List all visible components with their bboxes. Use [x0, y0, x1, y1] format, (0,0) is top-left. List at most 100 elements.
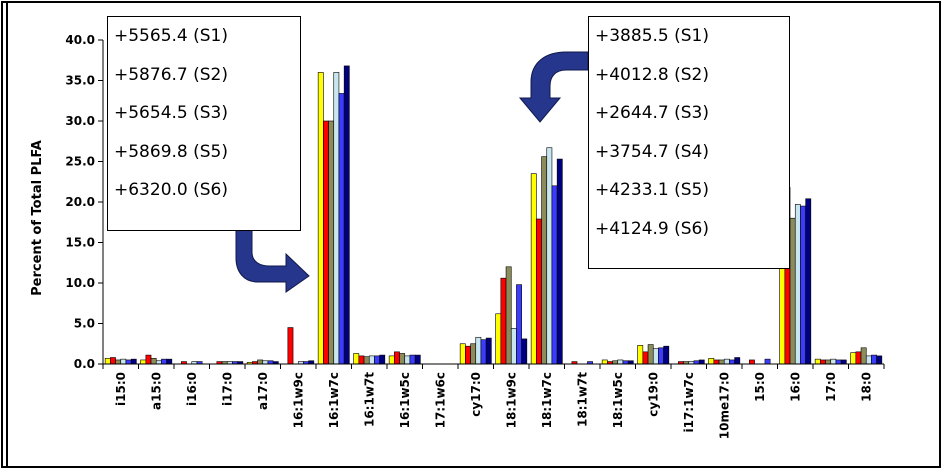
- x-tick-label: cy19:0: [646, 372, 660, 417]
- bar: [820, 359, 826, 365]
- bar: [459, 343, 466, 365]
- bar: [120, 358, 127, 365]
- x-tick-label: a15:0: [149, 372, 163, 410]
- y-tick-label: 40.0: [65, 33, 95, 47]
- y-tick-label: 15.0: [65, 236, 95, 250]
- x-tick-label: 18:1w5c: [611, 372, 625, 428]
- bar: [647, 344, 654, 365]
- bar: [495, 313, 502, 365]
- x-tick-label: i17:1w7c: [682, 372, 696, 433]
- bar: [388, 355, 395, 365]
- bar: [871, 354, 877, 365]
- bar: [734, 357, 741, 365]
- bar: [500, 277, 507, 365]
- y-axis-label: Percent of Total PLFA: [30, 140, 45, 296]
- x-tick-label: 16:1w9c: [291, 372, 305, 428]
- bar: [161, 358, 167, 365]
- x-tick-label: 18:0: [859, 372, 873, 402]
- bar: [556, 158, 563, 365]
- bar: [150, 358, 157, 365]
- bar: [663, 345, 670, 365]
- x-tick-label: a17:0: [256, 372, 270, 410]
- bar: [328, 120, 335, 365]
- x-tick-label: 17:0: [824, 372, 838, 402]
- left-callout-line: +5869.8 (S5): [114, 141, 229, 162]
- left-callout-box: +5565.4 (S1) +5876.7 (S2) +5654.5 (S3) +…: [107, 16, 301, 231]
- bar: [317, 72, 324, 365]
- bar: [480, 339, 487, 365]
- x-tick-label: 17:1w6c: [433, 372, 447, 428]
- bar: [287, 327, 294, 365]
- bar: [617, 359, 624, 365]
- bar: [805, 198, 812, 365]
- x-tick-label: 15:0: [753, 372, 767, 402]
- bar: [814, 358, 821, 365]
- right-callout-arrow: [518, 51, 589, 123]
- bar: [516, 284, 522, 365]
- y-tick-label: 35.0: [65, 74, 95, 88]
- x-tick-label: 16:0: [788, 372, 802, 402]
- x-tick-label: 16:1w7c: [327, 372, 341, 428]
- bar: [379, 354, 386, 365]
- bar: [830, 358, 837, 365]
- bar: [601, 359, 608, 365]
- bar: [708, 358, 715, 365]
- right-callout-line: +3885.5 (S1): [595, 26, 710, 46]
- bar: [145, 354, 152, 365]
- bar: [409, 354, 416, 365]
- bar: [505, 266, 512, 365]
- bar: [723, 358, 730, 365]
- left-callout-line: +6320.0 (S6): [114, 180, 229, 200]
- y-tick-label: 20.0: [65, 195, 95, 209]
- x-tick-label: i16:0: [185, 372, 199, 406]
- right-callout-line: +4012.8 (S2): [595, 64, 710, 85]
- bar: [404, 355, 411, 365]
- y-tick-label: 0.0: [74, 357, 95, 371]
- bar: [140, 359, 147, 365]
- bar: [465, 345, 471, 365]
- bar: [104, 358, 111, 365]
- bar: [363, 356, 370, 365]
- bar: [536, 218, 542, 365]
- bar: [368, 355, 375, 365]
- right-callout-box: +3885.5 (S1) +4012.8 (S2) +2644.7 (S3) +…: [588, 16, 790, 269]
- bar: [865, 355, 872, 365]
- bar: [789, 217, 796, 365]
- right-callout-line: +2644.7 (S3): [595, 103, 710, 123]
- bar: [835, 359, 842, 365]
- figure-inner-border: [6, 1, 944, 466]
- bar: [718, 359, 725, 365]
- bar: [323, 120, 329, 365]
- bar: [343, 65, 350, 365]
- bar: [394, 351, 400, 365]
- y-tick-label: 25.0: [65, 155, 95, 169]
- bar: [642, 351, 649, 365]
- bar: [855, 351, 862, 365]
- bar: [713, 359, 720, 365]
- bar: [749, 359, 755, 365]
- bar: [546, 147, 553, 365]
- bar: [541, 156, 548, 365]
- x-tick-label: 16:1w7t: [362, 372, 376, 427]
- bar: [850, 352, 857, 365]
- bar: [876, 355, 883, 365]
- bar: [794, 204, 801, 365]
- bar: [860, 347, 867, 365]
- x-tick-label: cy17:0: [469, 372, 483, 417]
- left-callout-arrow: [235, 227, 310, 293]
- bar: [485, 337, 492, 365]
- bar: [840, 359, 847, 365]
- bar: [764, 358, 771, 365]
- left-callout-line: +5565.4 (S1): [114, 26, 229, 46]
- right-callout-line: +4124.9 (S6): [595, 218, 710, 239]
- bar: [510, 328, 517, 365]
- left-callout-line: +5654.5 (S3): [114, 103, 229, 123]
- bar: [414, 354, 421, 365]
- bar: [358, 355, 365, 365]
- bar: [399, 353, 406, 365]
- x-tick-label: 10me17:0: [717, 372, 731, 439]
- bar: [130, 358, 137, 365]
- bar: [115, 359, 122, 365]
